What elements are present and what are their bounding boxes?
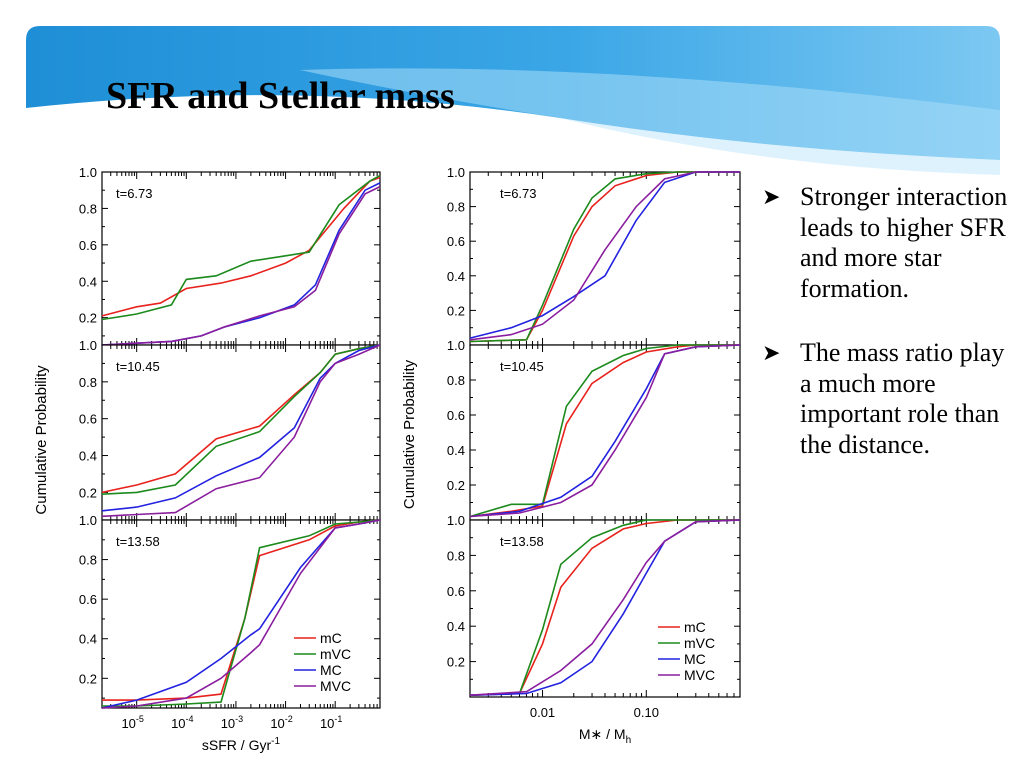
y-tick-label: 0.2 <box>79 671 97 686</box>
y-tick-label: 0.6 <box>447 584 465 599</box>
y-tick-label: 0.6 <box>447 234 465 249</box>
legend-label: MC <box>684 651 706 667</box>
bullet-text: The mass ratio play a much more importan… <box>800 338 1005 459</box>
series-line-mVC <box>469 171 740 343</box>
series-line-MVC <box>469 171 740 341</box>
y-tick-label: 0.8 <box>79 553 97 568</box>
y-tick-label: 0.2 <box>79 311 97 326</box>
series-line-mVC <box>101 174 381 321</box>
legend-label: mVC <box>320 646 351 662</box>
panel: 0.2 0.4 0.6 0.8 1.0 t=6.73 <box>447 165 741 346</box>
x-tick-label: 10-2 <box>270 714 292 731</box>
legend-label: mVC <box>684 635 715 651</box>
legend-label: mC <box>684 619 706 635</box>
series-line-mVC <box>102 519 381 707</box>
y-tick-label: 0.4 <box>447 619 465 634</box>
banner-swoosh-light <box>560 118 1000 175</box>
y-tick-label: 0.8 <box>447 548 465 563</box>
bullet-list: ➤ Stronger interaction leads to higher S… <box>762 182 1012 494</box>
y-axis-label: Cumulative Probability <box>401 359 418 509</box>
x-axis-label: sSFR / Gyr-1 <box>202 736 281 753</box>
legend-label: MVC <box>320 678 351 694</box>
panel-label: t=6.73 <box>500 186 537 201</box>
slide-title: SFR and Stellar mass <box>106 75 455 117</box>
y-tick-label: 0.4 <box>79 632 97 647</box>
y-tick-label: 0.2 <box>447 655 465 670</box>
series-line-MVC <box>101 519 381 709</box>
y-tick-label: 0.6 <box>447 408 465 423</box>
y-tick-label: 1.0 <box>447 338 465 353</box>
arrow-bullet-icon: ➤ <box>762 184 781 209</box>
series-line-mVC <box>101 344 381 495</box>
x-tick-label: 10-3 <box>221 714 243 731</box>
y-tick-label: 0.4 <box>79 274 97 289</box>
y-tick-label: 1.0 <box>447 513 465 528</box>
panel-label: t=6.73 <box>116 186 153 201</box>
x-tick-label: 0.10 <box>634 705 659 720</box>
legend-label: MC <box>320 662 342 678</box>
series-line-MVC <box>469 344 741 518</box>
y-tick-label: 0.6 <box>79 592 97 607</box>
chart-ssfr: 0.2 0.4 0.6 0.8 1.0 t=6.73 0.2 0.4 0.6 0.8 1.0 t=10… <box>33 165 381 753</box>
panel-label: t=10.45 <box>500 359 544 374</box>
y-tick-label: 0.8 <box>79 375 97 390</box>
panel-label: t=10.45 <box>116 359 160 374</box>
title-banner <box>26 26 1000 175</box>
x-tick-label: 10-5 <box>121 714 143 731</box>
bullet-text: Stronger interaction leads to higher SFR… <box>800 182 1008 303</box>
panel-frame <box>101 171 381 346</box>
series-line-mVC <box>469 344 740 518</box>
x-tick-label: 10-1 <box>320 714 342 731</box>
series-line-mC <box>102 519 381 701</box>
y-tick-label: 0.6 <box>79 238 97 253</box>
series-line-MC <box>101 344 381 512</box>
series-line-mVC <box>469 519 740 696</box>
panel: 0.2 0.4 0.6 0.8 1.0 t=10.45 <box>447 338 741 521</box>
panel: 0.2 0.4 0.6 0.8 1.0 t=6.73 <box>79 165 381 346</box>
x-tick-label: 10-4 <box>171 714 193 731</box>
y-tick-label: 0.2 <box>447 478 465 493</box>
x-tick-label: 0.01 <box>530 705 555 720</box>
banner-swoosh <box>300 68 1000 160</box>
y-tick-label: 0.8 <box>447 200 465 215</box>
y-tick-label: 1.0 <box>79 338 97 353</box>
y-tick-label: 0.4 <box>447 269 465 284</box>
panel-label: t=13.58 <box>116 534 160 549</box>
bullet-item: ➤ The mass ratio play a much more import… <box>762 338 1012 460</box>
y-tick-label: 0.8 <box>79 201 97 216</box>
series-line-mC <box>101 176 381 317</box>
panel: 0.2 0.4 0.6 0.8 1.0 t=10.45 <box>79 338 381 521</box>
series-line-MVC <box>101 185 381 346</box>
panel-label: t=13.58 <box>500 534 544 549</box>
y-tick-label: 0.2 <box>447 303 465 318</box>
bullet-item: ➤ Stronger interaction leads to higher S… <box>762 182 1012 304</box>
y-tick-label: 0.2 <box>79 485 97 500</box>
y-axis-label: Cumulative Probability <box>33 365 50 515</box>
y-tick-label: 0.8 <box>447 373 465 388</box>
series-line-MC <box>469 171 740 339</box>
y-tick-label: 1.0 <box>447 165 465 180</box>
series-line-MVC <box>469 519 741 696</box>
y-tick-label: 1.0 <box>79 165 97 180</box>
y-tick-label: 1.0 <box>79 513 97 528</box>
series-line-MVC <box>101 344 381 518</box>
y-tick-label: 0.4 <box>79 449 97 464</box>
x-axis-label: M∗ / Mh <box>579 726 631 746</box>
panel-frame <box>101 519 381 709</box>
arrow-bullet-icon: ➤ <box>762 340 781 365</box>
y-tick-label: 0.6 <box>79 412 97 427</box>
y-tick-label: 0.4 <box>447 443 465 458</box>
chart-mass-ratio: 0.2 0.4 0.6 0.8 1.0 t=6.73 0.2 0.4 0.6 0.8 1.0 t=10… <box>401 165 741 746</box>
panel-frame <box>469 519 741 698</box>
legend-label: MVC <box>684 667 715 683</box>
legend-label: mC <box>320 630 342 646</box>
